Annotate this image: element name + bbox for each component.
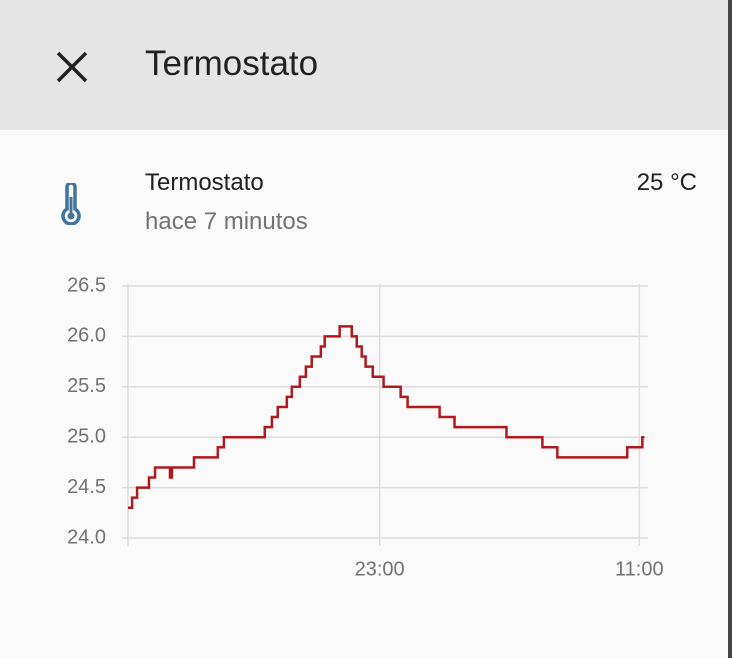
dialog-title: Termostato — [145, 44, 319, 83]
frame-edge — [728, 0, 732, 658]
y-tick-label: 25.0 — [67, 425, 106, 447]
thermometer-icon — [61, 183, 81, 225]
entity-name: Termostato — [145, 169, 264, 196]
y-tick-label: 26.5 — [67, 274, 106, 296]
y-tick-label: 24.0 — [67, 526, 106, 548]
data-line — [128, 325, 645, 510]
entity-state: 25 °C — [636, 169, 697, 196]
x-tick-label: 23:00 — [355, 558, 405, 580]
y-tick-label: 26.0 — [67, 325, 106, 347]
x-tick-label: 11:00 — [615, 558, 664, 580]
y-tick-label: 25.5 — [67, 375, 106, 397]
y-tick-label: 24.5 — [67, 476, 106, 498]
dialog-header: Termostato — [0, 0, 728, 130]
history-chart: 24.0 24.5 25.0 25.5 26.0 26.5 23:00 11:00 — [67, 274, 664, 580]
last-changed: hace 7 minutos — [145, 208, 308, 235]
close-button[interactable] — [54, 49, 90, 85]
